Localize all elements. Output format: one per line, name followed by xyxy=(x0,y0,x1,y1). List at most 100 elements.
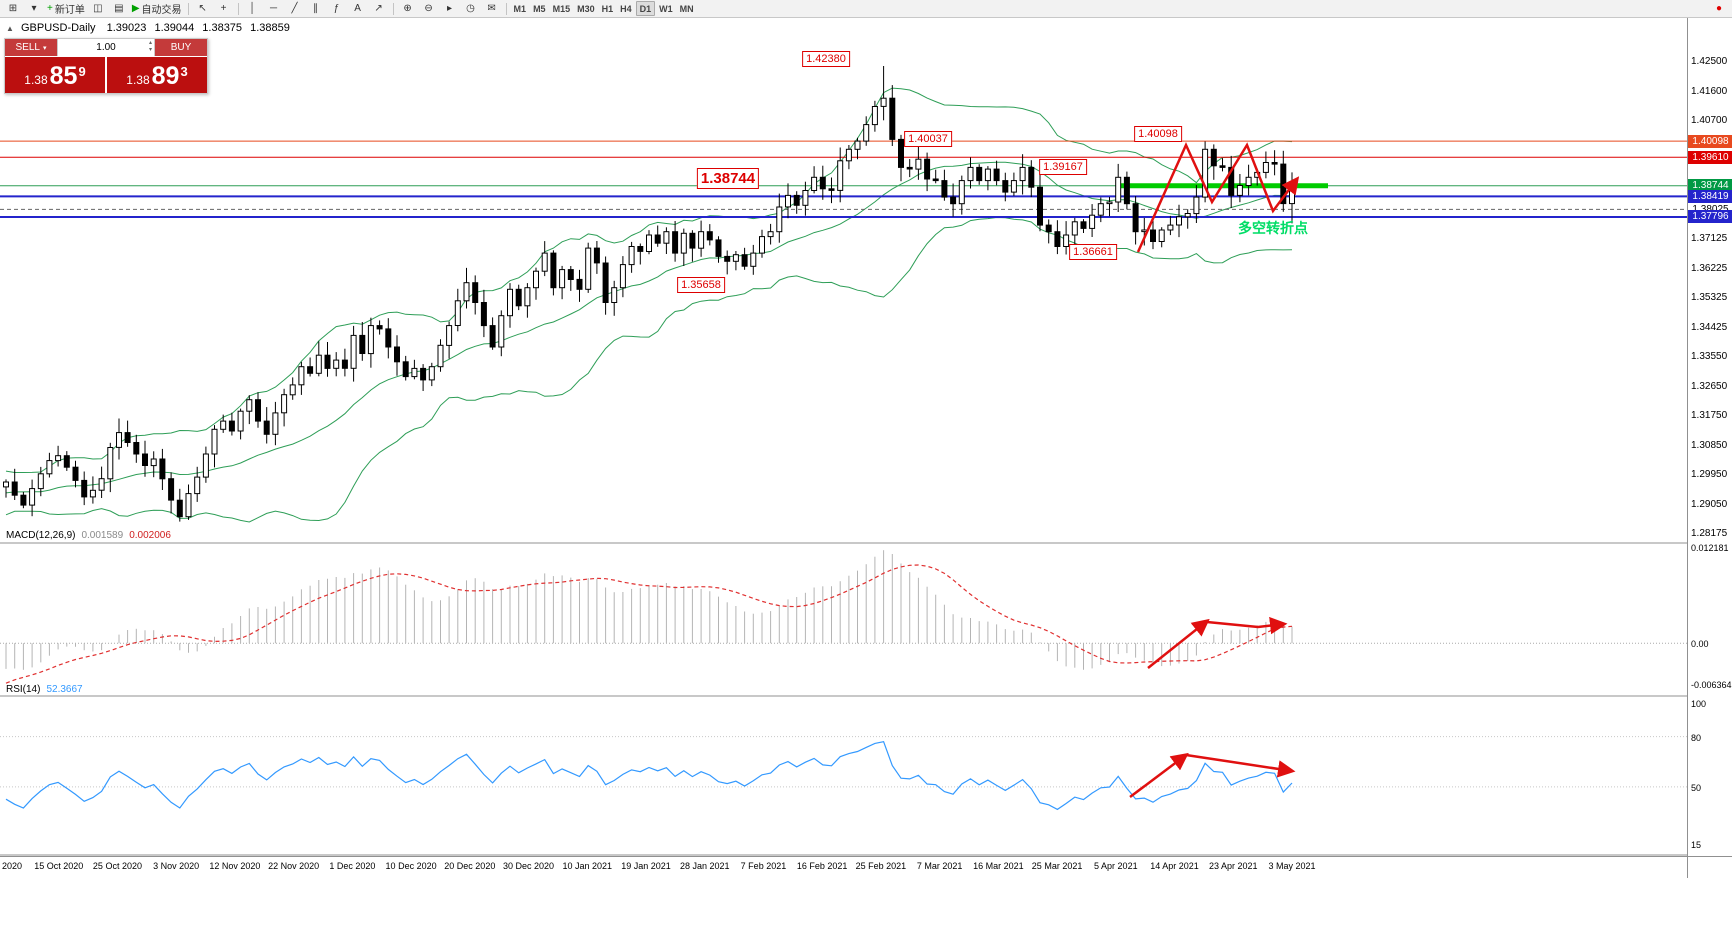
price-tick: 1.33550 xyxy=(1691,350,1728,362)
zoom-out-icon[interactable]: ⊖ xyxy=(424,3,433,14)
symbol-name: GBPUSD-Daily xyxy=(20,22,96,34)
crosshair-icon[interactable]: + xyxy=(220,3,227,14)
price-tick: 1.31750 xyxy=(1691,410,1728,422)
timeframe-mn[interactable]: MN xyxy=(679,3,694,14)
buy-button[interactable]: BUY xyxy=(155,39,207,56)
arrows-tool-icon[interactable]: ↗ xyxy=(374,3,383,14)
chart-plot[interactable] xyxy=(0,18,1687,878)
price-tick: 1.30850 xyxy=(1691,439,1728,451)
price-tick: 1.34425 xyxy=(1691,322,1728,334)
price-tick: 1.28175 xyxy=(1691,527,1728,539)
mail-icon[interactable]: ✉ xyxy=(487,3,496,14)
panel-separators[interactable] xyxy=(0,542,1687,856)
ohlc-open: 1.39023 xyxy=(106,22,147,34)
date-label: 30 Dec 2020 xyxy=(503,861,555,871)
bollinger-bands xyxy=(5,87,1293,523)
sell-price-button[interactable]: 1.38 85 9 xyxy=(5,57,105,93)
date-label: 12 Nov 2020 xyxy=(209,861,261,871)
date-label: 5 Apr 2021 xyxy=(1094,861,1138,871)
new-chart-dropdown-icon[interactable]: ▾ xyxy=(31,3,37,14)
fibonacci-icon[interactable]: ƒ xyxy=(333,3,340,14)
date-label: 25 Mar 2021 xyxy=(1031,861,1083,871)
zoom-in-icon[interactable]: ⊕ xyxy=(403,3,412,14)
new-order-button[interactable]: + 新订单 xyxy=(47,3,85,16)
text-label-icon[interactable]: A xyxy=(354,3,361,14)
price-callout[interactable]: 1.40037 xyxy=(904,131,952,147)
price-tick: 1.40700 xyxy=(1691,115,1728,127)
price-callout[interactable]: 1.40098 xyxy=(1134,126,1182,142)
sell-dropdown-icon[interactable]: ▾ xyxy=(42,44,47,52)
chart-window[interactable]: 1.42380 1.40037 1.40098 1.39167 1.38744 1.366… xyxy=(0,18,1732,939)
price-callout[interactable]: 1.39167 xyxy=(1039,159,1087,175)
record-icon[interactable]: ● xyxy=(1715,3,1723,14)
rsi-indicator-label: RSI(14) 52.3667 xyxy=(6,684,83,695)
rsi-axis-tick: 100 xyxy=(1691,699,1707,710)
date-label: 15 Oct 2020 xyxy=(34,861,84,871)
toolbar-separator xyxy=(505,2,507,15)
autotrade-button[interactable]: ▶ 自动交易 xyxy=(131,3,182,16)
macd-axis-tick: 0.00 xyxy=(1691,639,1709,650)
timeframe-m30[interactable]: M30 xyxy=(577,3,595,14)
chart-note-text[interactable]: 多空转折点 xyxy=(1238,220,1308,236)
date-label: 23 Apr 2021 xyxy=(1208,861,1258,871)
macd-axis-tick: -0.006364 xyxy=(1691,680,1732,690)
price-marker: 1.40098 xyxy=(1688,134,1732,148)
date-label: 10 Jan 2021 xyxy=(562,861,613,871)
trendline-icon[interactable]: ╱ xyxy=(291,3,298,14)
symbol-info: ▲ GBPUSD-Daily 1.39023 1.39044 1.38375 1… xyxy=(6,22,290,34)
price-scale[interactable]: 1.42500 1.41600 1.40700 1.37125 1.36225 1.353… xyxy=(1687,18,1732,878)
toolbar-separator xyxy=(237,2,239,15)
ohlc-high: 1.39044 xyxy=(154,22,195,34)
price-marker: 1.37796 xyxy=(1688,210,1732,224)
equidistant-channel-icon[interactable]: ∥ xyxy=(313,3,319,14)
timeframe-d1[interactable]: D1 xyxy=(635,1,656,16)
toolbar: ⊞ ▾ + 新订单 ◫ ▤ ▶ 自动交易 ↖ + │ ─ ╱ ∥ ƒ A ↗ ⊕ ⊖ ▸ ◷ ✉ M1 M5 M15 M30 H1 H… xyxy=(0,0,1732,18)
timeframe-h1[interactable]: H1 xyxy=(601,3,614,14)
timeframe-m1[interactable]: M1 xyxy=(513,3,527,14)
timeframe-h4[interactable]: H4 xyxy=(620,3,632,14)
date-label: 25 Oct 2020 xyxy=(92,861,142,871)
price-tick: 1.41600 xyxy=(1691,85,1728,97)
alerts-icon[interactable]: ◷ xyxy=(466,3,475,14)
rsi-axis-tick: 80 xyxy=(1691,732,1702,743)
new-chart-icon[interactable]: ⊞ xyxy=(8,3,18,14)
date-label: 1 Dec 2020 xyxy=(329,861,376,871)
vertical-line-icon[interactable]: │ xyxy=(249,3,256,14)
rsi-indicator xyxy=(0,736,1687,811)
date-label: 14 Apr 2021 xyxy=(1150,861,1199,871)
toolbar-separator xyxy=(392,2,394,15)
date-label: 16 Feb 2021 xyxy=(796,861,848,871)
timeframe-w1[interactable]: W1 xyxy=(659,3,673,14)
price-marker: 1.38744 xyxy=(1688,179,1732,193)
timeframe-m5[interactable]: M5 xyxy=(533,3,546,14)
drawn-arrows[interactable] xyxy=(1129,141,1300,798)
date-label: 19 Jan 2021 xyxy=(621,861,671,871)
sell-button[interactable]: SELL ▾ xyxy=(5,39,57,56)
volume-stepper[interactable]: ▴ ▾ xyxy=(148,40,152,53)
price-callout[interactable]: 1.38744 xyxy=(696,168,760,189)
volume-input[interactable]: 1.00 ▴ ▾ xyxy=(57,39,155,56)
chart-windows-icon[interactable]: ◫ xyxy=(93,3,103,14)
cursor-icon[interactable]: ↖ xyxy=(198,3,207,14)
chart-shift-icon[interactable]: ▸ xyxy=(447,3,453,14)
date-label: 25 Feb 2021 xyxy=(855,861,907,871)
horizontal-lines[interactable] xyxy=(0,140,1687,218)
time-scale[interactable]: 5 Oct 2020 15 Oct 2020 25 Oct 2020 3 Nov 20… xyxy=(0,856,1732,877)
price-callout[interactable]: 1.36661 xyxy=(1069,244,1117,260)
date-label: 5 Oct 2020 xyxy=(0,861,23,871)
price-tick: 1.42500 xyxy=(1691,56,1728,67)
date-label: 7 Feb 2021 xyxy=(740,861,787,871)
data-window-icon[interactable]: ▤ xyxy=(114,3,124,14)
macd-indicator xyxy=(0,550,1687,684)
price-callout[interactable]: 1.35658 xyxy=(677,277,725,293)
price-tick: 1.29950 xyxy=(1691,469,1728,481)
price-marker: 1.39610 xyxy=(1688,150,1732,164)
timeframe-m15[interactable]: M15 xyxy=(552,3,571,14)
date-label: 10 Dec 2020 xyxy=(385,861,437,871)
price-callout[interactable]: 1.42380 xyxy=(802,51,850,67)
buy-price-button[interactable]: 1.38 89 3 xyxy=(107,57,207,93)
macd-axis-tick: 0.012181 xyxy=(1691,542,1729,553)
collapse-panel-icon[interactable]: ▲ xyxy=(6,24,14,33)
price-tick: 1.29050 xyxy=(1691,499,1728,511)
horizontal-line-icon[interactable]: ─ xyxy=(270,3,278,14)
